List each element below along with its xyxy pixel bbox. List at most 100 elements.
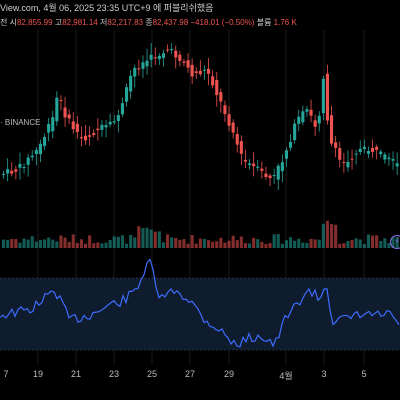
volume-bar — [63, 237, 67, 248]
volume-bar — [14, 239, 18, 248]
candle-body — [149, 54, 153, 60]
x-tick: 21 — [70, 369, 82, 379]
volume-bar — [215, 241, 219, 248]
candle-body — [55, 97, 59, 122]
volume-bar — [170, 237, 174, 248]
volume-bar — [129, 234, 133, 248]
candle-body — [133, 67, 137, 77]
candle-body — [88, 135, 92, 137]
candle-body — [170, 49, 174, 51]
candle-body — [317, 115, 321, 124]
volume-bar — [22, 238, 26, 248]
volume-bar — [313, 239, 317, 248]
volume-bar — [141, 228, 145, 248]
volume-bar — [161, 242, 165, 248]
candle-body — [2, 173, 6, 175]
volume-bar — [342, 243, 346, 248]
candle-body — [6, 169, 10, 174]
volume-bar — [153, 231, 157, 248]
volume-bar — [239, 236, 243, 248]
volume-bar — [354, 238, 358, 248]
candle-body — [96, 128, 100, 131]
volume-bar — [309, 238, 313, 248]
volume-bar — [55, 241, 59, 248]
volume-bar — [219, 237, 223, 248]
candle-body — [375, 146, 379, 150]
candle-body — [186, 60, 190, 68]
candle-body — [268, 175, 272, 179]
candle-body — [63, 107, 67, 118]
volume-bar — [276, 234, 280, 248]
candle-body — [116, 115, 120, 122]
candle-body — [14, 169, 18, 172]
candle-body — [371, 147, 375, 152]
candle-body — [248, 163, 252, 166]
candle-body — [190, 64, 194, 77]
x-tick: 4월 — [279, 371, 293, 381]
volume-bar — [51, 239, 55, 248]
open-value: 82,855.99 — [16, 18, 53, 27]
volume-bar — [223, 242, 227, 248]
volume-bar — [34, 241, 38, 248]
change-value: −418.01 (−0.50%) — [190, 18, 255, 27]
candle-body — [305, 109, 309, 112]
volume-bar — [297, 238, 301, 248]
volume-bar — [321, 223, 325, 248]
x-tick: 3 — [321, 369, 327, 379]
candle-body — [202, 69, 206, 71]
candle-body — [338, 148, 342, 160]
candle-body — [358, 148, 362, 153]
high-value: 82,981.14 — [62, 18, 98, 27]
volume-bar — [104, 242, 108, 248]
volume-bar — [190, 234, 194, 248]
candle-body — [166, 49, 170, 51]
candle-body — [43, 137, 47, 147]
volume-bar — [198, 238, 202, 248]
candle-body — [26, 157, 30, 165]
volume-bar — [120, 235, 124, 248]
candle-body — [280, 162, 284, 172]
volume-bar — [59, 235, 63, 248]
candle-body — [235, 134, 239, 145]
volume-bar — [186, 243, 190, 248]
volume-bar — [10, 239, 14, 248]
volume-bar — [43, 239, 47, 248]
candle-body — [350, 158, 354, 160]
candle-body — [211, 76, 215, 86]
candle-body — [71, 121, 75, 130]
candle-body — [252, 163, 256, 167]
candle-body — [309, 109, 313, 116]
candle-body — [276, 165, 280, 180]
volume-bar — [92, 243, 96, 248]
volume-bar — [248, 243, 252, 248]
volume-bar — [26, 239, 30, 248]
x-tick: 25 — [146, 369, 158, 379]
x-tick: 7 — [3, 369, 9, 379]
candle-body — [34, 149, 38, 155]
volume-bar — [383, 238, 387, 248]
lightning-icon[interactable]: ⚡ — [390, 235, 400, 249]
volume-bar — [252, 237, 256, 248]
candle-body — [112, 121, 116, 123]
volume-bar — [284, 240, 288, 248]
volume-label: 볼륨 — [256, 18, 272, 27]
volume-bar — [6, 239, 10, 248]
candle-body — [174, 50, 178, 58]
volume-bar — [88, 235, 92, 248]
volume-bar — [112, 236, 116, 248]
candle-body — [227, 114, 231, 126]
volume-bar — [75, 243, 79, 248]
candle-body — [346, 161, 350, 168]
volume-bar — [358, 239, 362, 248]
candle-body — [264, 173, 268, 177]
candle-body — [215, 80, 219, 96]
volume-bar — [100, 243, 104, 248]
volume-bar — [264, 243, 268, 248]
candle-body — [178, 54, 182, 61]
chart-title: View.com, 4월 06, 2025 23:35 UTC+9 에 퍼블리쉬… — [0, 3, 214, 13]
x-tick: 27 — [184, 369, 196, 379]
volume-bar — [362, 243, 366, 248]
candle-body — [194, 71, 198, 73]
volume-bar — [157, 231, 161, 248]
